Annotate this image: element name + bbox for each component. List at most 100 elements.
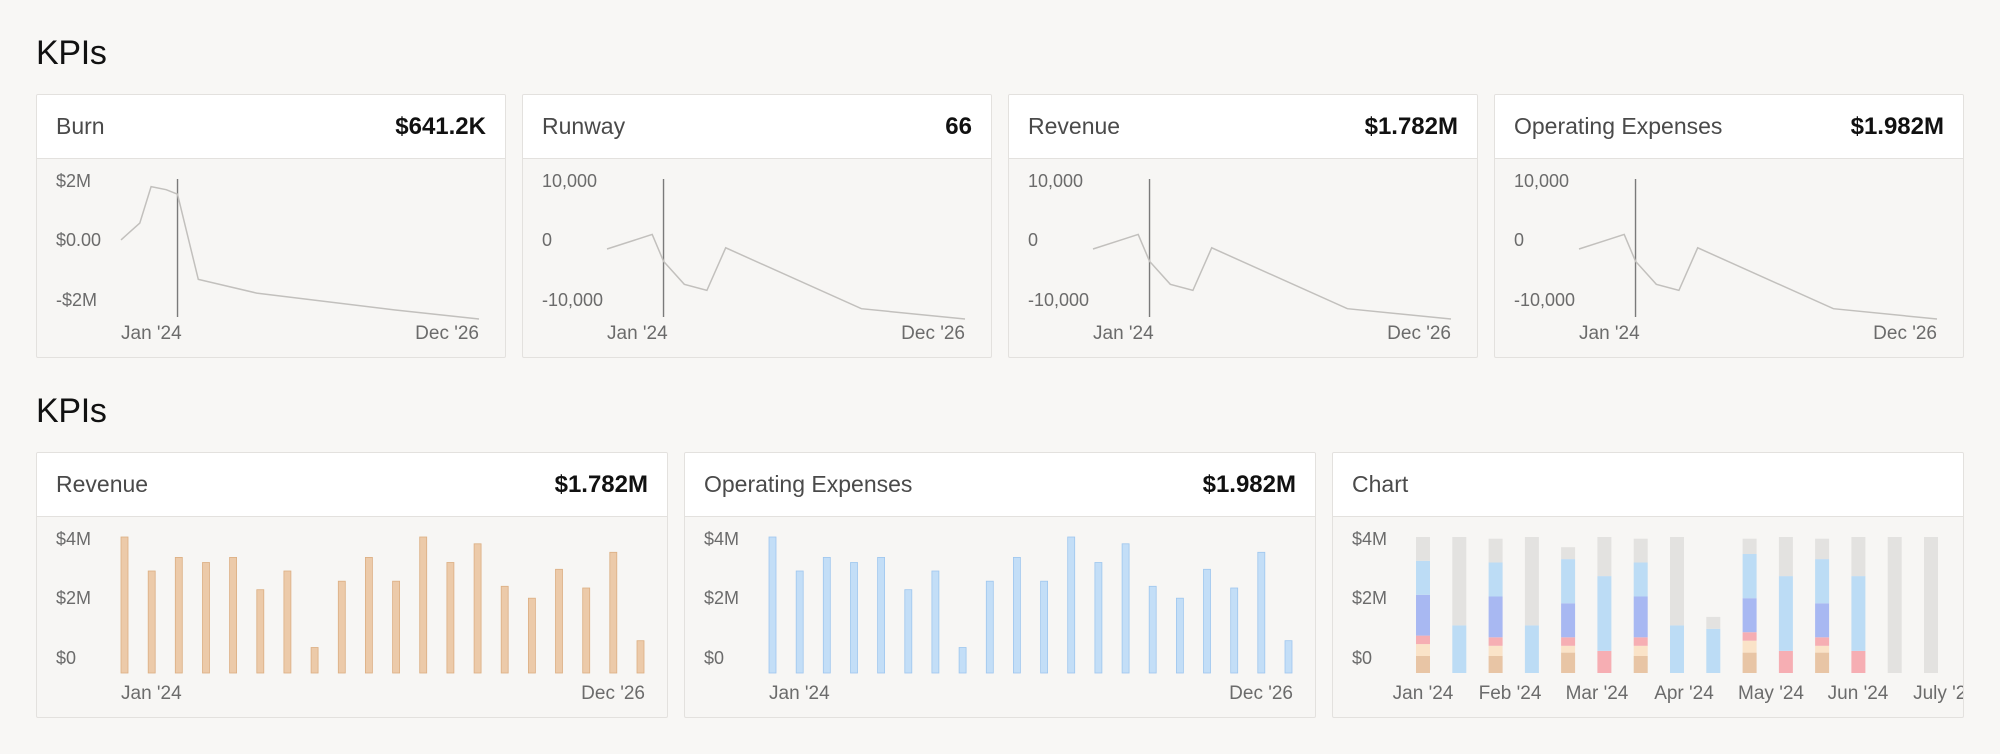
y-tick-label: $2M — [56, 171, 91, 191]
bar — [1230, 587, 1239, 674]
bar — [795, 570, 804, 674]
y-tick-label: $0 — [1352, 648, 1372, 668]
stacked-bar-segment — [1488, 637, 1503, 646]
y-tick-label: -10,000 — [1514, 290, 1575, 310]
stacked-bar-chart: $4M $2M $0 Jan '24 Feb '24 Mar '24 Apr '24 May … — [1333, 517, 1963, 717]
x-tick-label: Apr '24 — [1654, 683, 1714, 704]
series-line — [606, 233, 966, 320]
stacked-bar-segment — [1416, 594, 1430, 636]
card-value: $1.982M — [1850, 112, 1944, 140]
bar — [174, 557, 183, 674]
y-tick-label: 10,000 — [1514, 171, 1569, 191]
x-tick-label: Dec '26 — [1387, 323, 1451, 344]
bar — [283, 570, 292, 674]
y-tick-label: $4M — [704, 529, 739, 549]
card-value: $1.982M — [1202, 470, 1296, 498]
bar — [1257, 551, 1266, 674]
stacked-bar-segment — [1633, 637, 1648, 646]
bar — [1175, 597, 1184, 674]
stacked-bar-segment — [1416, 560, 1430, 595]
bar — [582, 587, 591, 674]
bar — [256, 589, 265, 674]
bar — [768, 536, 777, 674]
x-tick-label: Dec '26 — [415, 323, 479, 344]
stacked-bar-segment — [1815, 637, 1830, 646]
kpi-card-runway[interactable]: Runway 66 10,000 0 -10,000 Jan '24 Dec '26 — [522, 94, 992, 358]
line-chart: 10,000 0 -10,000 Jan '24 Dec '26 — [1009, 159, 1477, 357]
card-header: Revenue $1.782M — [1009, 95, 1477, 159]
stacked-bar-segment — [1524, 537, 1539, 626]
stacked-bar-segment — [1815, 603, 1830, 638]
stacked-bar-segment — [1706, 628, 1721, 673]
stacked-bar-segment — [1561, 645, 1576, 653]
stacked-bar-segment — [1561, 637, 1576, 646]
bar — [1284, 640, 1293, 674]
y-tick-label: 0 — [1514, 230, 1524, 250]
stacked-bar-segment — [1416, 537, 1430, 561]
bar — [985, 580, 994, 674]
stacked-bar-segment — [1742, 598, 1757, 633]
stacked-bar-segment — [1488, 656, 1503, 673]
stacked-bar-segment — [1597, 576, 1612, 651]
kpi-card-operating-expenses[interactable]: Operating Expenses $1.982M 10,000 0 -10,00… — [1494, 94, 1964, 358]
bar — [446, 562, 455, 674]
bar — [636, 640, 645, 674]
x-tick-label: May '24 — [1738, 683, 1804, 704]
bar — [1040, 580, 1049, 674]
stacked-bar-segment — [1778, 576, 1793, 651]
card-value: $1.782M — [554, 470, 648, 498]
y-tick-label: -10,000 — [1028, 290, 1089, 310]
kpi-card-revenue[interactable]: Revenue $1.782M 10,000 0 -10,000 Jan '24 Dec… — [1008, 94, 1478, 358]
y-tick-label: -10,000 — [542, 290, 603, 310]
bar — [229, 557, 238, 674]
x-tick-label: Mar '24 — [1566, 683, 1629, 704]
stacked-bar-segment — [1815, 538, 1830, 560]
bar — [419, 536, 428, 674]
stacked-bar-segment — [1452, 537, 1467, 626]
stacked-bar-segment — [1597, 650, 1612, 673]
x-tick-label: Dec '26 — [581, 683, 645, 704]
x-tick-label: Dec '26 — [1873, 323, 1937, 344]
stacked-bar-segment — [1561, 603, 1576, 638]
kpi-card-burn[interactable]: Burn $641.2K $2M $0.00 -$2M Jan '24 Dec '26 — [36, 94, 506, 358]
y-tick-label: 10,000 — [542, 171, 597, 191]
bar — [364, 557, 373, 674]
stacked-bar-segment — [1633, 538, 1648, 563]
section-title-kpis-1: KPIs — [36, 34, 107, 72]
x-tick-label: July '24 — [1913, 683, 1963, 704]
x-tick-label: Dec '26 — [1229, 683, 1293, 704]
x-tick-label: Jan '24 — [1579, 323, 1640, 344]
bar — [473, 543, 482, 674]
stacked-bar-segment — [1851, 537, 1866, 577]
bar — [310, 647, 319, 674]
stacked-bar-segment — [1706, 616, 1721, 629]
y-tick-label: $2M — [704, 588, 739, 608]
bar — [822, 557, 831, 674]
bar-card-operating-expenses[interactable]: Operating Expenses $1.982M $4M $2M $0 Jan '… — [684, 452, 1316, 718]
bar — [958, 647, 967, 674]
bar — [392, 580, 401, 674]
x-tick-label: Jan '24 — [121, 683, 182, 704]
bar-card-revenue[interactable]: Revenue $1.782M $4M $2M $0 Jan '24 Dec '26 — [36, 452, 668, 718]
line-chart: 10,000 0 -10,000 Jan '24 Dec '26 — [1495, 159, 1963, 357]
bar-card-chart[interactable]: Chart $4M $2M $0 Jan '24 Feb '24 Mar '24 Apr '… — [1332, 452, 1964, 718]
stacked-bar-segment — [1778, 650, 1793, 673]
y-tick-label: $2M — [56, 588, 91, 608]
card-header: Burn $641.2K — [37, 95, 505, 159]
card-title: Runway — [542, 113, 626, 139]
stacked-bar-segment — [1742, 640, 1757, 653]
y-tick-label: 10,000 — [1028, 171, 1083, 191]
bar — [931, 570, 940, 674]
x-tick-label: Dec '26 — [901, 323, 965, 344]
stacked-bar-segment — [1488, 562, 1503, 597]
x-tick-label: Jan '24 — [121, 323, 182, 344]
bar — [500, 585, 509, 674]
stacked-bar-segment — [1742, 554, 1757, 599]
card-value: $641.2K — [395, 112, 486, 140]
stacked-bar-segment — [1416, 656, 1430, 673]
stacked-bar-segment — [1670, 537, 1684, 626]
stacked-bar-segment — [1815, 652, 1830, 673]
card-title: Revenue — [56, 471, 149, 497]
card-title: Operating Expenses — [1514, 113, 1723, 139]
y-tick-label: $4M — [1352, 529, 1387, 549]
